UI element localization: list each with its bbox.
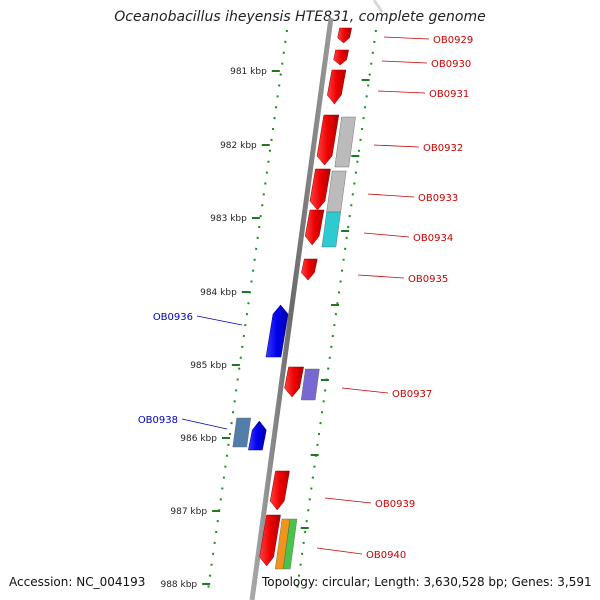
gene-leader-line <box>367 193 415 198</box>
gene-label[interactable]: OB0932 <box>423 143 463 154</box>
scale-tick-label: 988 kbp <box>160 580 197 590</box>
gene-leader-line <box>381 60 428 64</box>
category-box <box>300 368 320 401</box>
genome-info-text: Topology: circular; Length: 3,630,528 bp… <box>262 575 592 589</box>
category-box <box>321 211 341 248</box>
scale-tick-label: 986 kbp <box>180 434 217 444</box>
category-box <box>232 417 251 448</box>
gene-label[interactable]: OB0938 <box>138 415 178 426</box>
gene-label[interactable]: OB0935 <box>408 274 448 285</box>
gene-leader-line <box>363 232 410 238</box>
gene-label[interactable]: OB0936 <box>153 312 193 323</box>
gene-label[interactable]: OB0930 <box>431 59 471 70</box>
genome-backbone <box>249 17 334 600</box>
scale-tick-label: 987 kbp <box>170 507 207 517</box>
gene-arrow[interactable] <box>248 420 267 451</box>
category-box <box>326 170 347 213</box>
gene-label[interactable]: OB0929 <box>433 35 473 46</box>
gene-label[interactable]: OB0939 <box>375 499 415 510</box>
gene-arrow[interactable] <box>309 168 331 211</box>
gene-leader-line <box>383 36 430 40</box>
gene-arrow[interactable] <box>333 49 349 66</box>
scale-tick-label: 981 kbp <box>230 67 267 77</box>
gene-leader-line <box>377 90 426 94</box>
map-title: Oceanobacillus iheyensis HTE831, complet… <box>114 9 486 25</box>
gene-arrow[interactable] <box>337 27 352 44</box>
gene-label[interactable]: OB0933 <box>418 193 458 204</box>
gene-label[interactable]: OB0940 <box>366 550 406 561</box>
gene-arrow[interactable] <box>301 258 318 281</box>
gene-label[interactable]: OB0934 <box>413 233 453 244</box>
gene-leader-line <box>373 144 420 148</box>
gene-arrow[interactable] <box>259 514 281 567</box>
gene-arrow[interactable] <box>265 304 289 358</box>
gene-leader-line <box>341 387 389 394</box>
scale-tick-label: 984 kbp <box>200 288 237 298</box>
gene-label[interactable]: OB0937 <box>392 389 432 400</box>
gene-leader-line <box>357 274 405 279</box>
gene-arrow[interactable] <box>327 69 347 105</box>
gene-arrow[interactable] <box>304 209 325 246</box>
gene-leader-line <box>324 497 372 504</box>
scale-tick-label: 985 kbp <box>190 361 227 371</box>
gene-arrow[interactable] <box>316 114 340 166</box>
gene-leader-line <box>316 547 363 555</box>
scale-tick-label: 982 kbp <box>220 141 257 151</box>
scale-tick-label: 983 kbp <box>210 214 247 224</box>
scale-dotted-guide <box>296 29 377 591</box>
category-box <box>282 518 298 570</box>
gene-leader-line <box>181 418 228 430</box>
gene-label[interactable]: OB0931 <box>429 89 469 100</box>
accession-text: Accession: NC_004193 <box>9 575 146 589</box>
gene-arrow[interactable] <box>269 470 290 511</box>
backbone-tail <box>372 0 384 13</box>
category-box <box>334 116 356 168</box>
gene-leader-line <box>196 315 243 326</box>
gene-arrow[interactable] <box>284 366 304 398</box>
